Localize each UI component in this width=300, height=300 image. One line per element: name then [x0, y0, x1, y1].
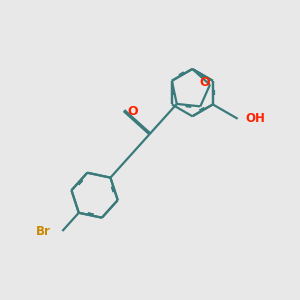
Text: Br: Br — [36, 224, 51, 238]
Text: O: O — [127, 105, 138, 118]
Text: O: O — [200, 76, 210, 89]
Text: OH: OH — [245, 112, 265, 125]
